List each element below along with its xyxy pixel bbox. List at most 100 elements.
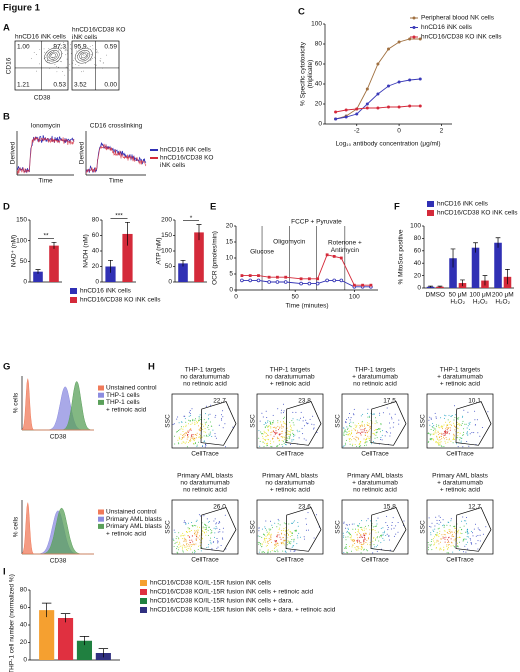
event-dot	[262, 435, 264, 437]
event-dot	[266, 434, 268, 436]
event-dot	[259, 420, 261, 422]
event-dot	[462, 434, 463, 436]
event-dot	[191, 408, 193, 410]
event-dot	[268, 425, 270, 427]
event-dot	[359, 534, 361, 536]
event-dot	[467, 425, 469, 427]
event-dot	[263, 424, 265, 425]
event-dot	[95, 65, 96, 67]
event-dot	[453, 539, 455, 541]
significance-label: **	[43, 233, 49, 240]
event-dot	[397, 522, 399, 523]
x-tick-label: 2	[440, 128, 444, 135]
event-dot	[445, 437, 447, 438]
legend-label: Peripheral blood NK cells	[421, 15, 495, 22]
event-dot	[356, 540, 358, 542]
event-dot	[56, 65, 58, 67]
event-dot	[292, 432, 294, 434]
event-dot	[366, 430, 368, 432]
event-dot	[215, 526, 217, 528]
error-bar	[125, 221, 130, 246]
event-dot	[355, 548, 357, 550]
event-dot	[358, 525, 360, 527]
event-dot	[262, 433, 264, 435]
event-dot	[277, 425, 279, 427]
event-dot	[100, 58, 102, 59]
event-dot	[192, 442, 194, 444]
event-dot	[182, 441, 184, 443]
event-dot	[375, 546, 377, 548]
event-dot	[293, 539, 295, 541]
event-dot	[291, 532, 293, 534]
event-dot	[83, 55, 85, 56]
data-point	[256, 278, 261, 283]
event-dot	[232, 426, 234, 428]
event-dot	[283, 416, 285, 418]
event-dot	[385, 522, 387, 524]
panel-letter: C	[298, 7, 305, 18]
event-dot	[61, 53, 62, 55]
event-dot	[311, 423, 313, 425]
event-dot	[343, 536, 345, 538]
event-dot	[184, 415, 186, 417]
event-dot	[280, 409, 282, 411]
event-dot	[447, 548, 449, 550]
density-contour	[48, 51, 58, 60]
event-dot	[267, 438, 269, 440]
event-dot	[265, 421, 267, 423]
event-dot	[216, 522, 218, 524]
event-dot	[173, 540, 175, 541]
event-dot	[351, 540, 353, 542]
event-dot	[450, 424, 452, 426]
legend-label: + retinoic acid	[106, 406, 147, 413]
event-dot	[184, 538, 186, 540]
event-dot	[173, 546, 175, 547]
event-dot	[298, 437, 300, 439]
event-dot	[192, 435, 194, 437]
event-dot	[342, 532, 344, 534]
event-dot	[262, 416, 264, 418]
event-dot	[56, 61, 57, 62]
event-dot	[218, 424, 220, 426]
event-dot	[69, 48, 71, 49]
y-tick-label: 20	[315, 101, 323, 108]
event-dot	[346, 428, 348, 430]
event-dot	[457, 546, 459, 548]
event-dot	[435, 432, 437, 434]
event-dot	[205, 525, 207, 527]
gate-value: 15.8	[383, 504, 396, 511]
event-dot	[214, 518, 216, 520]
event-dot	[367, 435, 369, 437]
event-dot	[435, 441, 437, 442]
event-dot	[214, 416, 216, 418]
event-dot	[199, 429, 201, 431]
event-dot	[267, 421, 269, 423]
event-dot	[465, 538, 467, 540]
gate	[285, 507, 322, 552]
event-dot	[457, 418, 459, 420]
event-dot	[225, 548, 227, 550]
event-dot	[297, 537, 299, 539]
event-dot	[462, 516, 464, 518]
event-dot	[259, 440, 261, 442]
event-dot	[179, 429, 181, 431]
event-dot	[183, 441, 185, 443]
event-dot	[432, 429, 434, 431]
data-point	[418, 77, 422, 81]
data-point	[387, 47, 390, 51]
event-dot	[281, 542, 283, 544]
event-dot	[385, 431, 387, 432]
event-dot	[358, 438, 360, 440]
event-dot	[434, 536, 435, 538]
event-dot	[465, 523, 467, 525]
legend-label: Unstained control	[106, 509, 157, 516]
event-dot	[59, 43, 61, 45]
event-dot	[437, 441, 439, 443]
y-axis-label: NADH (nM)	[83, 234, 90, 268]
event-dot	[438, 444, 440, 446]
event-dot	[181, 437, 183, 439]
event-dot	[266, 432, 267, 434]
event-dot	[369, 438, 371, 440]
legend-swatch	[98, 385, 104, 391]
event-dot	[270, 520, 271, 522]
